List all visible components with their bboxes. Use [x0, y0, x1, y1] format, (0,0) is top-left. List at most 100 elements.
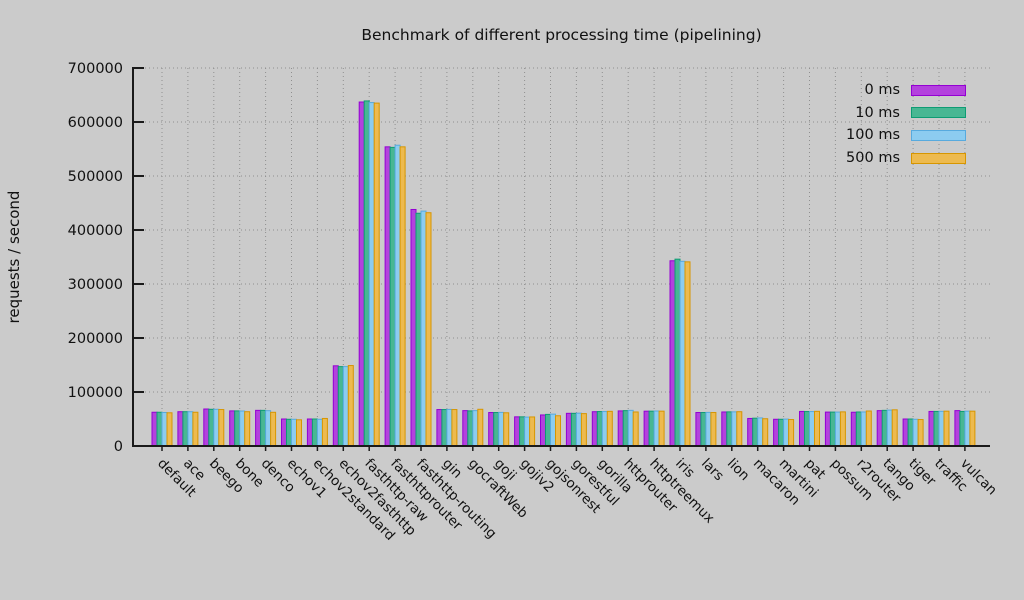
x-tick-label: lion: [724, 456, 753, 485]
bar-r2router-10 ms: [855, 411, 862, 447]
bar-fasthttp-raw-0 ms: [358, 101, 365, 447]
bar-denco-0 ms: [255, 409, 262, 447]
bar-gocraftWeb-100 ms: [472, 410, 479, 447]
bar-fasthttp-raw-10 ms: [363, 100, 370, 447]
bar-gorilla-500 ms: [606, 410, 613, 447]
bar-possum-0 ms: [824, 411, 831, 447]
bar-gocraftWeb-10 ms: [467, 410, 474, 447]
legend-label: 500 ms: [846, 150, 900, 167]
bar-traffic-10 ms: [933, 410, 940, 447]
y-tick-label: 0: [114, 439, 123, 455]
bar-fasthttp-raw-100 ms: [368, 102, 375, 447]
bar-lars-10 ms: [700, 412, 707, 447]
bar-lars-100 ms: [705, 411, 712, 447]
bar-gorestful-500 ms: [580, 413, 587, 447]
bar-gorestful-10 ms: [570, 412, 577, 447]
bar-macaron-0 ms: [747, 417, 754, 447]
y-tick-label: 300000: [68, 277, 123, 293]
bar-possum-100 ms: [834, 411, 841, 447]
bar-tiger-0 ms: [902, 418, 909, 447]
bar-traffic-0 ms: [928, 410, 935, 447]
bar-ace-10 ms: [182, 411, 189, 447]
bar-denco-100 ms: [265, 410, 272, 447]
bar-gojsonrest-100 ms: [550, 413, 556, 447]
legend-label: 0 ms: [864, 82, 900, 99]
bar-denco-500 ms: [270, 411, 277, 447]
bar-bone-500 ms: [244, 411, 251, 447]
bar-martini-10 ms: [778, 418, 785, 447]
bar-gocraftWeb-500 ms: [477, 408, 484, 447]
legend-swatch: [911, 152, 966, 164]
bar-possum-10 ms: [829, 411, 836, 447]
bar-vulcan-0 ms: [954, 410, 961, 447]
bar-bone-0 ms: [229, 410, 236, 447]
bar-pat-0 ms: [799, 410, 805, 447]
bar-vulcan-10 ms: [959, 410, 966, 447]
legend-swatch: [911, 129, 966, 141]
bar-tango-10 ms: [881, 409, 888, 447]
bar-martini-500 ms: [788, 419, 795, 447]
bar-beego-0 ms: [203, 408, 210, 447]
bar-macaron-500 ms: [762, 418, 769, 447]
bar-httptreemux-10 ms: [648, 410, 655, 447]
bar-bone-100 ms: [239, 410, 246, 447]
bar-iris-500 ms: [684, 261, 691, 447]
legend: 0 ms 10 ms 100 ms 500 ms: [846, 79, 966, 169]
bar-echov1-100 ms: [291, 418, 297, 447]
bar-fasthttp-routing-100 ms: [420, 210, 427, 447]
bar-gorestful-0 ms: [565, 412, 572, 447]
bar-fasthttp-routing-500 ms: [425, 212, 432, 447]
bar-httprouter-500 ms: [632, 411, 639, 447]
bar-iris-100 ms: [679, 260, 686, 447]
bar-beego-500 ms: [218, 409, 225, 447]
bar-macaron-100 ms: [757, 417, 764, 447]
bar-gojiv2-100 ms: [524, 416, 531, 447]
bar-httptreemux-0 ms: [643, 410, 650, 447]
bar-gojsonrest-0 ms: [540, 414, 546, 447]
bar-gin-0 ms: [436, 409, 443, 447]
bar-gojiv2-500 ms: [529, 416, 536, 447]
legend-item: 500 ms: [846, 147, 966, 170]
bar-vulcan-100 ms: [964, 410, 971, 447]
bar-gorilla-10 ms: [596, 411, 603, 447]
bar-echov2fasthttp-500 ms: [347, 365, 354, 447]
bar-echov1-10 ms: [286, 418, 292, 447]
bar-tiger-100 ms: [912, 418, 919, 447]
bar-fasthttp-raw-500 ms: [373, 102, 380, 447]
bar-traffic-500 ms: [943, 410, 950, 447]
bar-tango-100 ms: [886, 409, 893, 447]
bar-possum-500 ms: [839, 411, 846, 447]
bar-vulcan-500 ms: [969, 410, 976, 447]
bar-ace-500 ms: [192, 411, 199, 447]
bar-pat-10 ms: [804, 411, 810, 447]
bar-fasthttprouter-500 ms: [399, 146, 406, 447]
bar-gojsonrest-10 ms: [545, 413, 551, 447]
y-tick-label: 100000: [68, 385, 123, 401]
bar-gorilla-0 ms: [591, 411, 598, 447]
bar-httprouter-0 ms: [617, 410, 624, 447]
bar-fasthttprouter-0 ms: [384, 146, 391, 447]
chart-title: Benchmark of different processing time (…: [361, 26, 762, 44]
bar-traffic-100 ms: [938, 410, 945, 447]
bar-beego-100 ms: [213, 408, 220, 447]
bar-denco-10 ms: [260, 409, 267, 447]
bar-fasthttprouter-100 ms: [394, 144, 401, 447]
bar-echov1-500 ms: [296, 419, 302, 447]
bar-martini-100 ms: [783, 418, 790, 447]
bar-bone-10 ms: [234, 410, 241, 447]
bar-echov2standard-500 ms: [321, 417, 328, 447]
bar-goji-0 ms: [488, 412, 495, 447]
bar-lion-100 ms: [731, 411, 738, 447]
bar-pat-100 ms: [809, 411, 815, 447]
bar-gojsonrest-500 ms: [555, 415, 561, 447]
bar-goji-10 ms: [493, 412, 500, 447]
bar-gojiv2-0 ms: [514, 416, 521, 447]
bar-echov2standard-10 ms: [311, 418, 318, 447]
bar-echov2fasthttp-0 ms: [332, 365, 339, 447]
bar-lion-0 ms: [721, 411, 728, 447]
bar-goji-100 ms: [498, 411, 505, 447]
legend-item: 100 ms: [846, 124, 966, 147]
y-tick-label: 500000: [68, 169, 123, 185]
legend-label: 10 ms: [855, 104, 900, 121]
bar-echov2fasthttp-100 ms: [342, 366, 349, 447]
